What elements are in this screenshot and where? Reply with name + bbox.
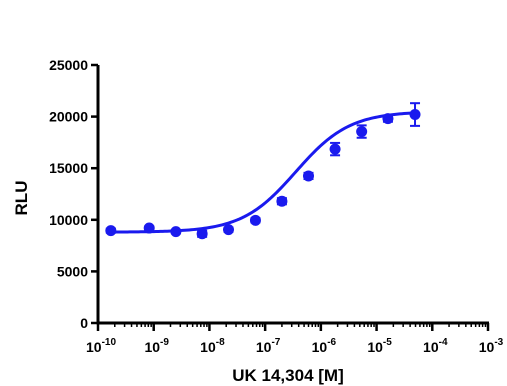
data-marker — [170, 226, 182, 238]
data-marker — [249, 214, 261, 226]
data-point — [223, 224, 235, 236]
data-point — [249, 214, 261, 226]
data-marker — [223, 224, 235, 236]
data-marker — [382, 113, 394, 125]
x-tick-label: 10-4 — [423, 337, 448, 355]
fit-curve — [107, 111, 416, 234]
y-tick-label: 10000 — [49, 212, 88, 228]
y-tick-label: 20000 — [49, 109, 88, 125]
data-point — [356, 124, 368, 139]
data-point — [382, 113, 394, 125]
data-point — [329, 141, 341, 157]
x-tick-label: 10-8 — [200, 337, 225, 355]
fit-curve-group — [107, 111, 416, 234]
x-tick-label: 10-9 — [144, 337, 169, 355]
data-points — [105, 102, 421, 240]
x-tick-label: 10-10 — [86, 337, 116, 355]
data-marker — [329, 143, 341, 155]
y-axis-ticks: 0 5000 10000 15000 20000 25000 — [49, 57, 98, 331]
data-marker — [105, 225, 117, 237]
data-point — [105, 225, 117, 237]
data-marker — [143, 222, 155, 234]
data-marker — [302, 170, 314, 182]
data-marker — [196, 228, 208, 240]
data-point — [143, 222, 155, 234]
y-tick-label: 15000 — [49, 160, 88, 176]
y-axis-title: RLU — [12, 181, 31, 216]
data-marker — [409, 109, 421, 121]
data-marker — [356, 126, 368, 138]
y-tick-label: 25000 — [49, 57, 88, 73]
data-point — [170, 226, 182, 238]
x-axis-title: UK 14,304 [M] — [232, 366, 343, 385]
data-point — [409, 102, 421, 127]
axes — [96, 65, 489, 325]
x-axis-ticks: 10-10 10-9 10-8 10-7 10-6 10-5 10-4 10-3 — [86, 323, 504, 355]
x-tick-label: 10-7 — [256, 337, 281, 355]
data-point — [196, 228, 208, 240]
data-marker — [276, 195, 288, 207]
x-tick-label: 10-6 — [312, 337, 337, 355]
x-tick-label: 10-3 — [479, 337, 504, 355]
data-point — [302, 170, 314, 182]
data-point — [276, 195, 288, 207]
y-tick-label: 5000 — [57, 263, 88, 279]
y-tick-label: 0 — [80, 315, 88, 331]
x-tick-label: 10-5 — [367, 337, 392, 355]
